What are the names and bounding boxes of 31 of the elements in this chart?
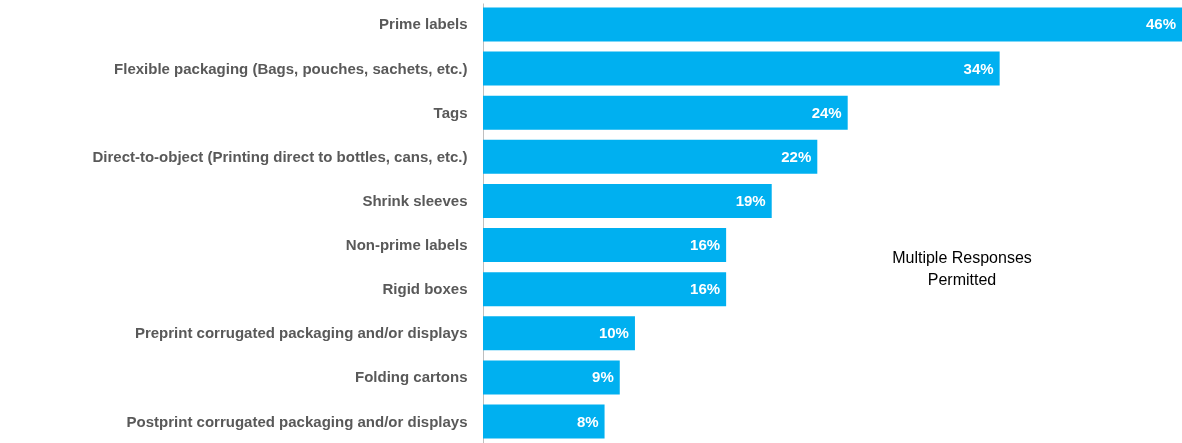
bar: [483, 228, 727, 263]
y-tick-label: Rigid boxes: [382, 280, 468, 298]
y-tick-label: Shrink sleeves: [362, 191, 468, 209]
bar: [483, 7, 1182, 42]
bar: [483, 272, 727, 307]
data-label: 10%: [598, 324, 629, 342]
data-label: 22%: [781, 147, 812, 165]
annotation: Multiple Responses Permitted: [892, 249, 1032, 288]
data-label: 16%: [690, 280, 721, 298]
y-tick-label: Folding cartons: [355, 368, 468, 386]
data-label: 9%: [592, 368, 614, 386]
data-label: 24%: [811, 103, 842, 121]
data-label: 16%: [690, 236, 721, 254]
bar: [483, 95, 848, 130]
y-tick-label: Prime labels: [379, 15, 468, 33]
data-label: 19%: [735, 191, 766, 209]
data-label: 46%: [1145, 15, 1176, 33]
bar: [483, 139, 818, 174]
y-tick-label: Flexible packaging (Bags, pouches, sachets, etc.): [114, 59, 468, 77]
y-tick-label: Direct-to-object (Printing direct to bottles, cans, etc.): [92, 147, 468, 165]
data-label: 34%: [963, 59, 994, 77]
y-tick-label: Postprint corrugated packaging and/or displays: [126, 412, 468, 430]
data-label: 8%: [576, 412, 599, 430]
y-tick-label: Preprint corrugated packaging and/or displays: [134, 324, 468, 342]
bar: [483, 316, 635, 351]
y-tick-label: Non-prime labels: [345, 236, 468, 254]
bar: [483, 183, 772, 218]
bar: [483, 51, 1000, 86]
y-tick-label: Tags: [433, 103, 468, 121]
bar: [483, 360, 620, 395]
bar: [483, 404, 605, 439]
